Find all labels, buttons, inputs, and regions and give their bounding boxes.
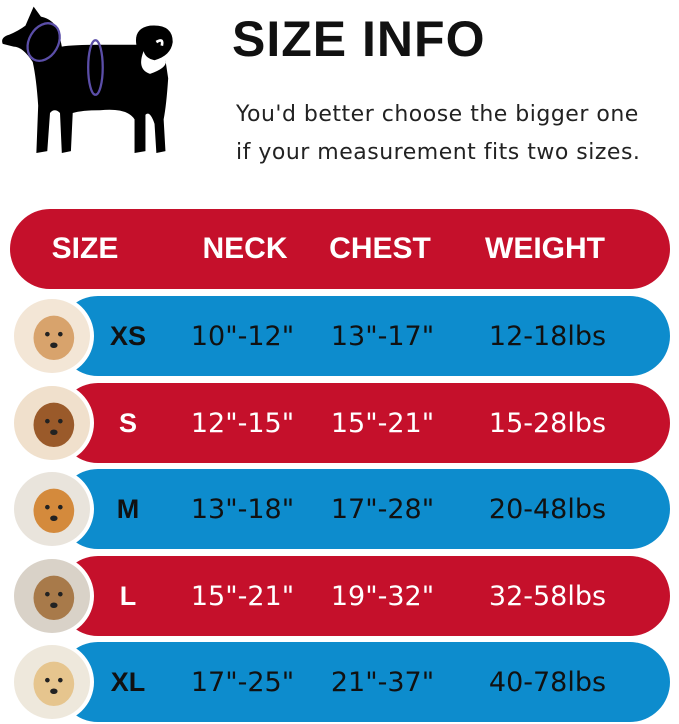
row-bar xyxy=(58,556,670,636)
pomeranian-photo xyxy=(10,295,94,377)
row-bar xyxy=(58,296,670,376)
column-header-neck: NECK xyxy=(202,232,288,265)
table-row: L 15"-21" 19"-32" 32-58lbs xyxy=(0,555,679,637)
table-row: M 13"-18" 17"-28" 20-48lbs xyxy=(0,468,679,550)
size-label: S xyxy=(118,407,137,438)
labrador-photo xyxy=(10,641,94,723)
column-header-weight: WEIGHT xyxy=(485,232,605,265)
neck-value: 17"-25" xyxy=(190,666,295,698)
row-bar xyxy=(58,383,670,463)
weight-value: 15-28lbs xyxy=(488,407,607,439)
size-label: L xyxy=(119,580,137,611)
weight-value: 12-18lbs xyxy=(488,320,607,352)
size-label: XS xyxy=(109,320,147,351)
table-header: SIZE NECK CHEST WEIGHT xyxy=(0,209,679,289)
weight-value: 32-58lbs xyxy=(488,580,607,612)
weight-value: 40-78lbs xyxy=(488,666,607,698)
size-label: M xyxy=(116,493,140,524)
column-header-chest: CHEST xyxy=(329,232,431,265)
size-note-line-2: if your measurement fits two sizes. xyxy=(236,140,641,165)
row-bar xyxy=(58,642,670,722)
table-row: XS 10"-12" 13"-17" 12-18lbs xyxy=(0,295,679,377)
neck-value: 10"-12" xyxy=(190,320,295,352)
chest-value: 15"-21" xyxy=(330,407,435,439)
dog-measurement-silhouette xyxy=(2,6,173,153)
size-note-line-1: You'd better choose the bigger one xyxy=(236,102,639,127)
table-row: XL 17"-25" 21"-37" 40-78lbs xyxy=(0,641,679,723)
french-bulldog-photo xyxy=(10,555,94,637)
neck-value: 12"-15" xyxy=(190,407,295,439)
column-header-size: SIZE xyxy=(51,232,119,265)
header-bar xyxy=(10,209,670,289)
neck-value: 15"-21" xyxy=(190,580,295,612)
shiba-photo xyxy=(10,468,94,550)
neck-value: 13"-18" xyxy=(190,493,295,525)
poodle-photo xyxy=(10,382,94,464)
size-label: XL xyxy=(110,666,146,697)
chest-value: 17"-28" xyxy=(330,493,435,525)
table-row: S 12"-15" 15"-21" 15-28lbs xyxy=(0,382,679,464)
page-title: SIZE INFO xyxy=(232,11,486,67)
chest-value: 13"-17" xyxy=(330,320,435,352)
chest-value: 21"-37" xyxy=(330,666,435,698)
row-bar xyxy=(58,469,670,549)
chest-value: 19"-32" xyxy=(330,580,435,612)
weight-value: 20-48lbs xyxy=(488,493,607,525)
